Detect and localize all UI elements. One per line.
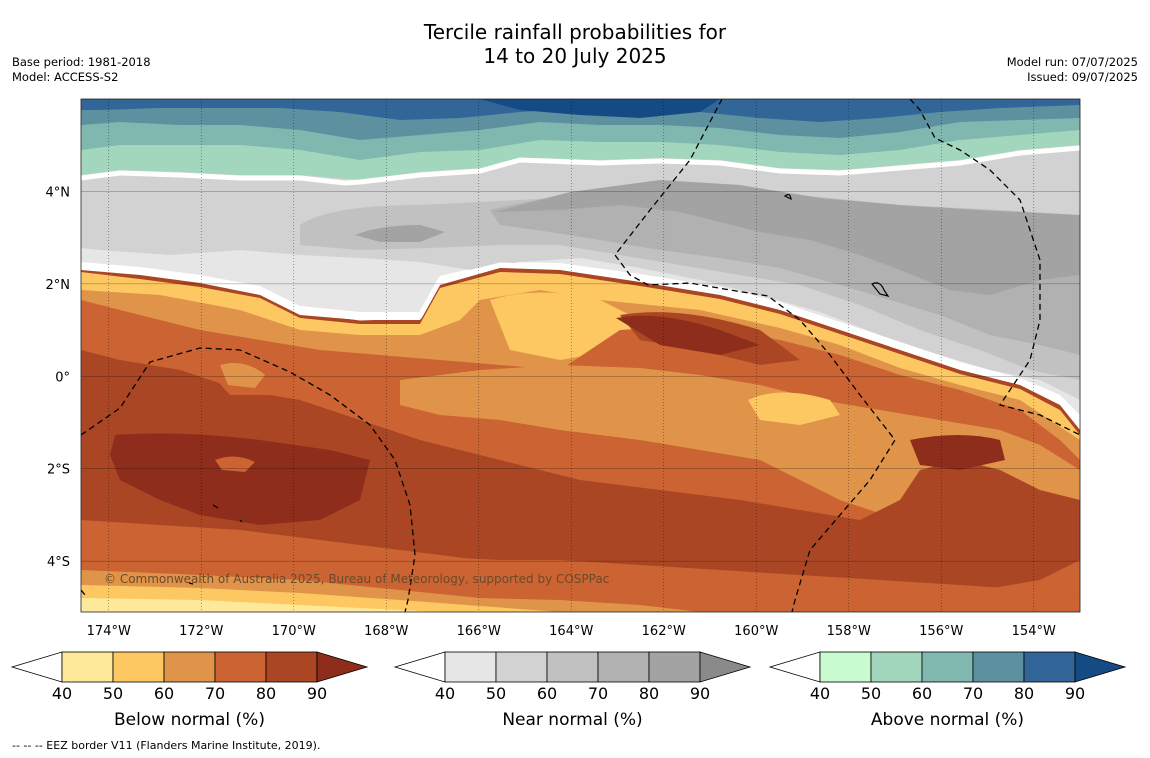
colorbar-tick-label: 90 <box>1065 684 1085 703</box>
colorbar-swatch <box>214 651 267 683</box>
colorbar-tick-label: 40 <box>52 684 72 703</box>
colorbar-over-triangle <box>699 651 752 683</box>
probability-field <box>81 99 1080 612</box>
colorbar-under-triangle <box>393 651 446 683</box>
colorbar-swatch <box>444 651 497 683</box>
colorbar-over-triangle <box>1074 651 1127 683</box>
latitude-tick-label: 4°N <box>46 185 71 200</box>
colorbar-tick-label: 80 <box>1014 684 1034 703</box>
colorbar-3: 40 50 60 70 80 90 Above normal (%) <box>768 651 1127 730</box>
colorbar-over-triangle <box>316 651 369 683</box>
longitude-tick-label: 162°W <box>642 624 686 639</box>
island-outlines <box>188 193 890 585</box>
colorbar-tick-label: 50 <box>861 684 881 703</box>
latitude-tick-label: 0° <box>55 370 70 385</box>
base-period: Base period: 1981-2018 <box>12 55 151 69</box>
longitude-tick-label: 164°W <box>549 624 593 639</box>
colorbar-under-triangle <box>10 651 63 683</box>
colorbar-tick-label: 80 <box>639 684 659 703</box>
colorbar-swatch <box>597 651 650 683</box>
colorbar-tick-label: 40 <box>435 684 455 703</box>
latitude-tick-label: 2°S <box>47 463 70 478</box>
longitude-tick-label: 170°W <box>272 624 316 639</box>
colorbar-tick-label: 70 <box>588 684 608 703</box>
model-run: Model run: 07/07/2025 <box>1006 55 1138 69</box>
colorbar-swatch <box>265 651 318 683</box>
colorbar-under-triangle <box>768 651 821 683</box>
colorbar-swatch <box>870 651 923 683</box>
colorbar-tick-label: 70 <box>205 684 225 703</box>
title-line-2: 14 to 20 July 2025 <box>483 44 667 68</box>
colorbar-swatch <box>648 651 701 683</box>
latitude-tick-labels: 4°N 2°N 0° 2°S 4°S <box>46 185 71 570</box>
colorbar-tick-label: 60 <box>537 684 557 703</box>
title-line-1: Tercile rainfall probabilities for <box>423 20 727 44</box>
latitude-tick-label: 2°N <box>46 278 71 293</box>
colorbar-title: Below normal (%) <box>114 710 265 730</box>
longitude-tick-labels: 174°W 172°W 170°W 168°W 166°W 164°W 162°W 160°W… <box>87 624 1056 639</box>
longitude-tick-label: 154°W <box>1012 624 1056 639</box>
map-gridlines <box>81 99 1080 612</box>
map-frame <box>80 98 1081 613</box>
colorbar-swatch <box>972 651 1025 683</box>
colorbar-swatch <box>163 651 216 683</box>
eez-borders <box>81 99 1080 612</box>
colorbar-tick-label: 40 <box>810 684 830 703</box>
colorbar-swatch <box>112 651 165 683</box>
model-name: Model: ACCESS-S2 <box>12 70 119 84</box>
eez-footnote: -- -- -- EEZ border V11 (Flanders Marine… <box>12 739 321 752</box>
colorbar-tick-label: 80 <box>256 684 276 703</box>
colorbar-tick-label: 90 <box>307 684 327 703</box>
colorbar-swatch <box>819 651 872 683</box>
colorbar-swatch <box>1023 651 1076 683</box>
colorbar-tick-label: 70 <box>963 684 983 703</box>
longitude-tick-label: 168°W <box>364 624 408 639</box>
colorbar-swatch <box>495 651 548 683</box>
longitude-tick-label: 156°W <box>919 624 963 639</box>
colorbars: 40 50 60 70 80 90 Below normal (%) 40 50 60 70 80 90… <box>10 651 1127 730</box>
colorbar-swatch <box>921 651 974 683</box>
longitude-tick-label: 160°W <box>734 624 778 639</box>
colorbar-1: 40 50 60 70 80 90 Below normal (%) <box>10 651 369 730</box>
colorbar-title: Near normal (%) <box>502 710 642 730</box>
colorbar-tick-label: 60 <box>912 684 932 703</box>
copyright-notice: © Commonwealth of Australia 2025, Bureau… <box>104 572 610 586</box>
longitude-tick-label: 174°W <box>87 624 131 639</box>
colorbar-tick-label: 90 <box>690 684 710 703</box>
colorbar-swatch <box>546 651 599 683</box>
longitude-tick-label: 166°W <box>457 624 501 639</box>
colorbar-2: 40 50 60 70 80 90 Near normal (%) <box>393 651 752 730</box>
colorbar-swatch <box>61 651 114 683</box>
colorbar-tick-label: 60 <box>154 684 174 703</box>
longitude-tick-label: 158°W <box>827 624 871 639</box>
latitude-tick-label: 4°S <box>47 555 70 570</box>
issued-date: Issued: 09/07/2025 <box>1027 70 1138 84</box>
colorbar-tick-label: 50 <box>486 684 506 703</box>
longitude-tick-label: 172°W <box>179 624 223 639</box>
colorbar-title: Above normal (%) <box>871 710 1024 730</box>
colorbar-tick-label: 50 <box>103 684 123 703</box>
